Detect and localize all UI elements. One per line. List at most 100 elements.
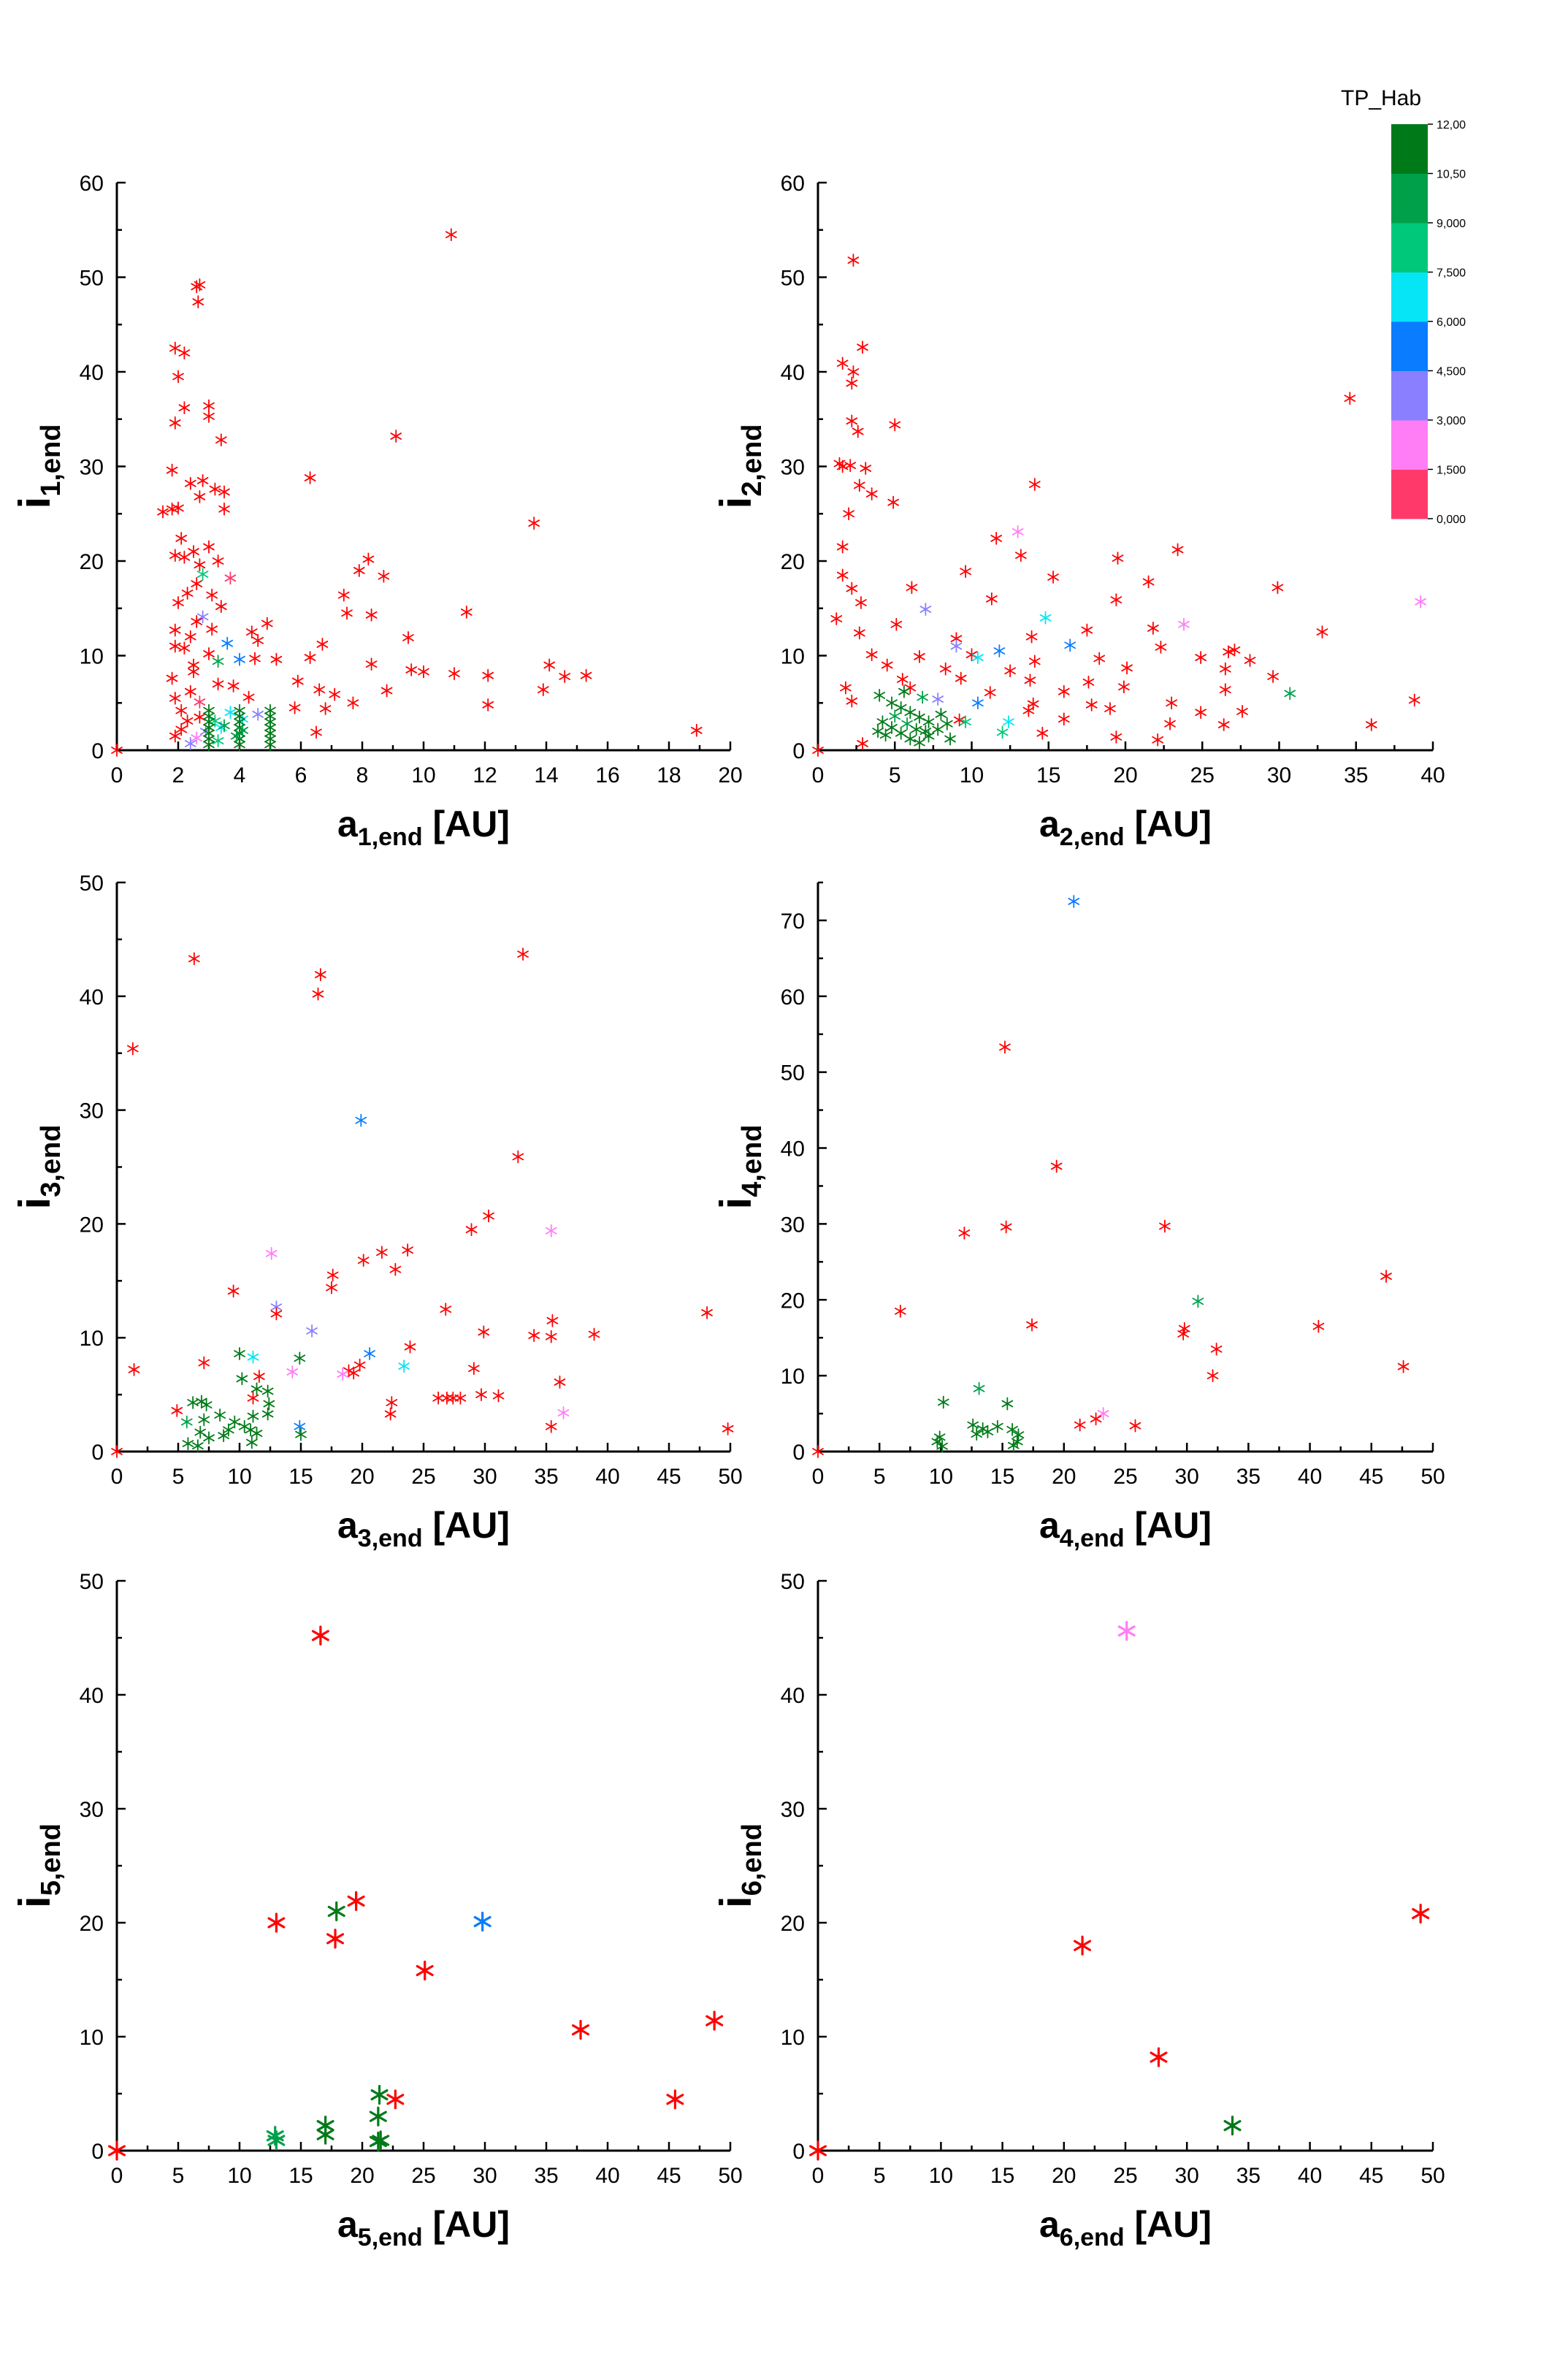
scatter-panel-1: 0 2 4 6 8 10 12 14 16 18 20 0 10 20 30 40 50 60 a1,end [AU… — [10, 172, 743, 851]
data-point — [218, 1429, 229, 1443]
y-tick-label: 20 — [781, 1912, 805, 1936]
data-point — [1195, 651, 1206, 664]
data-point — [894, 1304, 906, 1318]
data-point — [1142, 575, 1155, 589]
data-point — [914, 736, 925, 750]
data-point — [390, 430, 402, 443]
data-point — [214, 1408, 226, 1422]
y-axis-label: i5,end — [10, 1823, 66, 1908]
colorbar-block — [1391, 173, 1428, 224]
data-point — [306, 1324, 318, 1338]
y-tick-label: 10 — [781, 645, 805, 669]
x-tick-label: 20 — [1052, 2164, 1076, 2188]
data-point — [206, 588, 218, 602]
data-point — [836, 356, 849, 370]
data-point — [517, 947, 529, 961]
y-tick-label: 40 — [781, 361, 805, 385]
data-point — [557, 1406, 570, 1419]
data-point — [227, 679, 240, 693]
data-point — [1081, 623, 1093, 637]
y-tick-label: 20 — [781, 1289, 805, 1313]
x-tick-label: 35 — [534, 2164, 558, 2188]
y-tick-label: 0 — [792, 739, 805, 763]
data-point — [404, 1340, 416, 1354]
data-point — [203, 399, 215, 413]
data-point — [212, 655, 224, 668]
scatter-panel-6: 0 5 10 15 20 25 30 35 40 45 50 0 10 20 30 40 50 a6,end [A… — [711, 1570, 1445, 2251]
data-point — [188, 952, 200, 966]
data-points — [108, 1625, 724, 2161]
colorbar-block — [1391, 272, 1428, 322]
data-point — [196, 568, 209, 581]
data-point — [203, 647, 215, 660]
x-tick-label: 0 — [111, 763, 123, 787]
colorbar-legend: TP_Hab 0,000 1,500 3,000 4,500 6,000 7,500 9,0… — [1341, 86, 1466, 526]
x-tick-label: 10 — [929, 2164, 953, 2188]
data-point — [316, 638, 329, 651]
colorbar-tick-label: 9,000 — [1437, 218, 1466, 230]
data-point — [357, 1254, 370, 1267]
x-tick-label: 5 — [172, 2164, 185, 2188]
x-tick-label: 14 — [534, 763, 558, 787]
y-axis-label: i1,end — [10, 424, 66, 509]
data-point — [194, 1425, 207, 1439]
data-point — [933, 1430, 946, 1444]
data-point — [175, 532, 188, 545]
y-tick-label: 60 — [781, 985, 805, 1010]
y-tick-label: 0 — [792, 2140, 805, 2164]
data-point — [365, 657, 378, 671]
data-point — [418, 665, 429, 679]
x-tick-label: 18 — [657, 763, 681, 787]
data-point — [483, 1209, 494, 1223]
data-point — [245, 1423, 256, 1437]
data-point — [546, 1313, 559, 1327]
colorbar-title: TP_Hab — [1341, 86, 1421, 110]
data-point — [836, 568, 849, 582]
data-point — [844, 459, 857, 473]
data-point — [194, 695, 206, 709]
data-point — [904, 732, 917, 746]
data-point — [191, 280, 203, 294]
data-point — [901, 717, 913, 731]
data-point — [252, 707, 264, 721]
data-point — [234, 703, 245, 717]
data-point — [996, 725, 1009, 739]
data-point — [1110, 593, 1123, 606]
x-tick-label: 35 — [1236, 2164, 1261, 2188]
data-point — [588, 1327, 600, 1341]
data-point — [447, 1391, 459, 1405]
data-point — [337, 1368, 348, 1381]
x-tick-label: 25 — [411, 2164, 435, 2188]
data-point — [247, 1409, 259, 1423]
data-point — [365, 608, 378, 622]
data-point — [184, 476, 196, 490]
data-point — [157, 505, 169, 519]
data-point — [895, 726, 907, 740]
x-tick-label: 10 — [960, 763, 984, 787]
data-point — [1012, 1428, 1025, 1442]
data-point — [1058, 684, 1070, 698]
data-point — [312, 987, 324, 1001]
data-point — [337, 588, 350, 602]
scatter-panel-3: 0 5 10 15 20 25 30 35 40 45 50 0 10 20 30 40 50 a3,end [A… — [10, 872, 743, 1552]
data-point — [1000, 1220, 1012, 1234]
data-point — [543, 658, 556, 672]
x-tick-label: 2 — [172, 763, 185, 787]
data-point — [847, 365, 860, 378]
y-tick-label: 30 — [80, 1099, 104, 1124]
data-point — [454, 1391, 467, 1405]
x-tick-label: 40 — [1420, 763, 1445, 787]
data-point — [847, 253, 860, 267]
data-point — [896, 672, 909, 686]
scatter-panel-5: 0 5 10 15 20 25 30 35 40 45 50 0 10 20 30 40 50 a5,end [A… — [10, 1570, 743, 2251]
data-point — [1082, 675, 1095, 689]
data-point — [972, 696, 984, 710]
data-point — [251, 1427, 263, 1440]
x-tick-label: 15 — [1036, 763, 1060, 787]
data-point — [1004, 664, 1016, 678]
data-point — [1036, 726, 1049, 740]
data-point — [369, 2106, 387, 2127]
data-point — [1015, 549, 1027, 562]
x-tick-label: 20 — [350, 2164, 374, 2188]
x-tick-label: 30 — [1175, 1465, 1199, 1489]
